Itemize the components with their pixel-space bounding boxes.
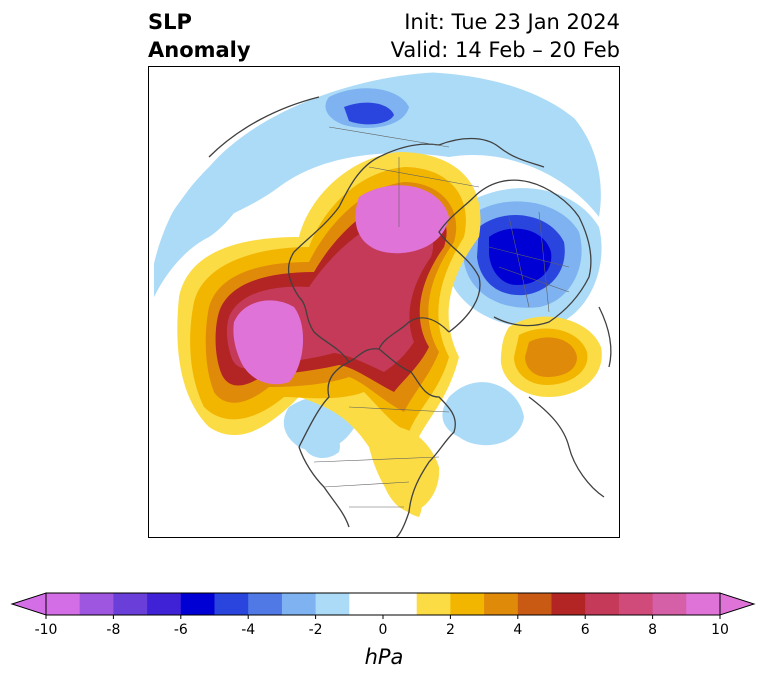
colorbar-units: hPa xyxy=(364,645,404,669)
colorbar-segment xyxy=(281,593,317,615)
forecast-dates: Init: Tue 23 Jan 2024 Valid: 14 Feb – 20… xyxy=(391,8,620,64)
colorbar-segment xyxy=(484,593,519,615)
valid-date: Valid: 14 Feb – 20 Feb xyxy=(390,38,620,62)
colorbar-tick-label: -8 xyxy=(106,622,120,638)
colorbar-segment xyxy=(450,593,485,615)
colorbar-tick-label: 2 xyxy=(446,622,455,638)
colorbar-tick-label: -4 xyxy=(241,622,255,638)
colorbar: -10 -8 -6 -4 -2 0 2 4 6 8 10 xyxy=(10,592,756,638)
colorbar-segment xyxy=(551,593,586,615)
anomaly-neg-weak-atlantic xyxy=(442,382,524,446)
colorbar-extend-min xyxy=(10,592,47,616)
anomaly-neg-weak-left xyxy=(154,127,269,297)
colorbar-tick-label: 10 xyxy=(711,622,729,638)
colorbar-segment xyxy=(315,593,350,615)
colorbar-segment xyxy=(248,593,283,615)
anomaly-pos-core-pacific xyxy=(233,300,304,385)
colorbar-tick-label: -2 xyxy=(309,622,323,638)
colorbar-tick-label: -10 xyxy=(35,622,58,638)
colorbar-tick-label: 6 xyxy=(581,622,590,638)
colorbar-segment xyxy=(46,593,81,615)
anomaly-neg-core-europe xyxy=(489,228,552,285)
title-line-2: Anomaly xyxy=(148,38,251,62)
colorbar-segment xyxy=(113,593,148,615)
colorbar-segment xyxy=(585,593,620,615)
colorbar-segment xyxy=(686,593,721,615)
political-borders xyxy=(313,126,570,508)
colorbar-segment xyxy=(618,593,654,615)
colorbar-tick-label: 0 xyxy=(379,622,388,638)
title-line-1: SLP xyxy=(148,10,192,34)
init-date: Init: Tue 23 Jan 2024 xyxy=(404,10,620,34)
colorbar-segment xyxy=(79,593,114,615)
anomaly-neg-weak-north xyxy=(159,71,601,257)
colorbar-extend-max xyxy=(719,592,756,616)
colorbar-segment xyxy=(517,593,552,615)
anomaly-pos-core-arctic xyxy=(355,185,449,254)
colorbar-segment xyxy=(147,593,182,615)
anomaly-neg-core-siberia xyxy=(344,102,394,125)
anomaly-neg-us-west xyxy=(304,426,340,459)
colorbar-tick-label: -6 xyxy=(174,622,188,638)
colorbar-segment xyxy=(349,593,384,615)
colorbar-segment xyxy=(180,593,215,615)
map-title: SLP Anomaly xyxy=(148,8,251,64)
slp-anomaly-map xyxy=(148,66,620,538)
colorbar-segment xyxy=(416,593,451,615)
anomaly-pos-atlantic-4 xyxy=(525,337,577,377)
colorbar-segment xyxy=(652,593,687,615)
colorbar-segment xyxy=(383,593,418,615)
colorbar-tick-label: 4 xyxy=(513,622,522,638)
coastlines xyxy=(208,96,612,537)
anomaly-pos-us-east xyxy=(377,426,440,512)
colorbar-segment xyxy=(214,593,249,615)
map-canvas xyxy=(154,71,612,537)
colorbar-tick-label: 8 xyxy=(648,622,657,638)
